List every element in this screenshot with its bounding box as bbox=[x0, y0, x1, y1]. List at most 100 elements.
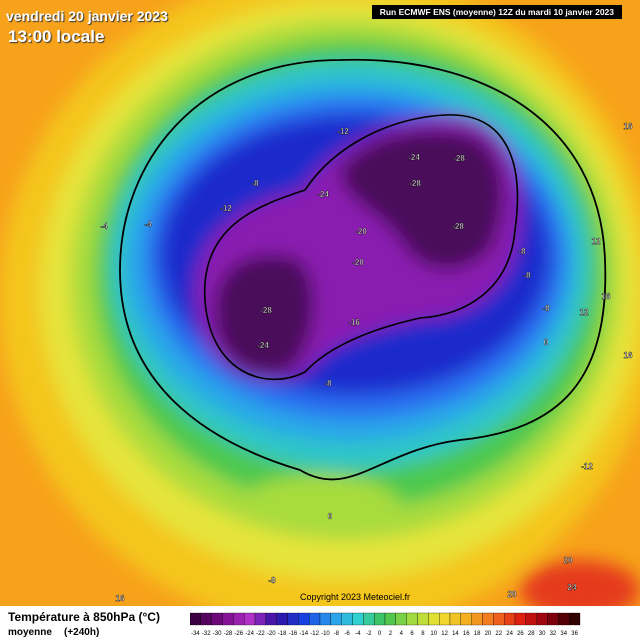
contour-label: -24 bbox=[408, 153, 420, 162]
colorbar-cell bbox=[309, 612, 321, 626]
colorbar-tick: -16 bbox=[289, 631, 298, 637]
colorbar-tick: -28 bbox=[224, 631, 233, 637]
colorbar-tick: 26 bbox=[517, 631, 524, 637]
colorbar-tick: 16 bbox=[463, 631, 470, 637]
contour-label: -4 bbox=[100, 222, 108, 231]
colorbar-cell bbox=[200, 612, 212, 626]
contour-label: -28 bbox=[452, 222, 464, 231]
colorbar-tick: 22 bbox=[495, 631, 502, 637]
contour-label: -8 bbox=[324, 379, 332, 388]
contour-label: -20 bbox=[355, 227, 367, 236]
contour-label: 16 bbox=[116, 594, 125, 603]
colorbar-cell bbox=[504, 612, 516, 626]
colorbar-cell bbox=[471, 612, 483, 626]
colorbar-cell bbox=[547, 612, 559, 626]
colorbar-tick: -18 bbox=[278, 631, 287, 637]
colorbar-tick: -10 bbox=[321, 631, 330, 637]
colorbar-cell bbox=[352, 612, 364, 626]
colorbar-cell bbox=[439, 612, 451, 626]
contour-label: -24 bbox=[317, 190, 329, 199]
colorbar-cell bbox=[254, 612, 266, 626]
colorbar-tick: -34 bbox=[191, 631, 200, 637]
colorbar-cell bbox=[265, 612, 277, 626]
colorbar-cell bbox=[569, 612, 581, 626]
temperature-map: -12 -8 -12 -4 -4 -24 -28 -28 -24 -20 -20 -28 -28 -24 -… bbox=[0, 0, 640, 606]
contour-label: 16 bbox=[602, 292, 611, 301]
colorbar-cell bbox=[298, 612, 310, 626]
contour-label: 20 bbox=[508, 590, 517, 599]
colorbar-tick: -4 bbox=[355, 631, 361, 637]
colorbar-tick: -6 bbox=[344, 631, 350, 637]
colorbar-tick: 8 bbox=[421, 631, 425, 637]
colorbar: -34 -32 -30 -28 -26 -24 -22 -20 -18 -16 -14 -12 -10-… bbox=[190, 612, 581, 637]
colorbar-cell bbox=[341, 612, 353, 626]
colorbar-tick: 20 bbox=[485, 631, 492, 637]
colorbar-cell bbox=[222, 612, 234, 626]
forecast-time: 13:00 locale bbox=[8, 27, 105, 46]
copyright: Copyright 2023 Meteociel.fr bbox=[300, 592, 410, 602]
colorbar-cell bbox=[330, 612, 342, 626]
colorbar-tick: 30 bbox=[539, 631, 546, 637]
contour-label: -4 bbox=[144, 220, 152, 229]
run-info: Run ECMWF ENS (moyenne) 12Z du mardi 10 … bbox=[371, 5, 622, 19]
colorbar-cell bbox=[460, 612, 472, 626]
colorbar-tick: -26 bbox=[234, 631, 243, 637]
contour-label: 0 bbox=[544, 338, 549, 347]
colorbar-tick: 32 bbox=[550, 631, 557, 637]
colorbar-cell bbox=[514, 612, 526, 626]
colorbar-cell bbox=[406, 612, 418, 626]
colorbar-cell bbox=[428, 612, 440, 626]
colorbar-tick: 0 bbox=[378, 631, 382, 637]
colorbar-cell bbox=[211, 612, 223, 626]
contour-label: -12 bbox=[581, 462, 593, 471]
contour-label: 12 bbox=[592, 237, 601, 246]
colorbar-tick: 10 bbox=[430, 631, 437, 637]
contour-label: -8 bbox=[542, 304, 550, 313]
contour-label: 16 bbox=[624, 122, 633, 131]
colorbar-tick: 28 bbox=[528, 631, 535, 637]
colorbar-cell bbox=[482, 612, 494, 626]
colorbar-tick: -22 bbox=[256, 631, 265, 637]
legend: Température à 850hPa (°C) moyenne (+240h… bbox=[0, 606, 640, 640]
colorbar-tick: 2 bbox=[389, 631, 393, 637]
colorbar-cell bbox=[287, 612, 299, 626]
forecast-date: vendredi 20 janvier 2023 bbox=[6, 8, 168, 24]
legend-lead: (+240h) bbox=[64, 627, 100, 638]
contour-label: -8 bbox=[518, 247, 526, 256]
colorbar-tick: 12 bbox=[441, 631, 448, 637]
colorbar-cell bbox=[363, 612, 375, 626]
contour-label: -28 bbox=[260, 306, 272, 315]
colorbar-tick: -30 bbox=[213, 631, 222, 637]
colorbar-tick: -14 bbox=[299, 631, 308, 637]
colorbar-tick: -8 bbox=[334, 631, 340, 637]
contour-label: 24 bbox=[568, 583, 577, 592]
contour-label: 0 bbox=[328, 512, 333, 521]
colorbar-tick: -20 bbox=[267, 631, 276, 637]
colorbar-tick: 18 bbox=[474, 631, 481, 637]
colorbar-tick: -24 bbox=[245, 631, 254, 637]
colorbar-cell bbox=[395, 612, 407, 626]
colorbar-tick: -32 bbox=[202, 631, 211, 637]
colorbar-cell bbox=[384, 612, 396, 626]
contour-label: -12 bbox=[337, 127, 349, 136]
contour-label: -8 bbox=[268, 576, 276, 585]
legend-subtitle: moyenne bbox=[8, 627, 52, 638]
contour-label: 20 bbox=[564, 556, 573, 565]
colorbar-cell bbox=[525, 612, 537, 626]
contour-label: 12 bbox=[580, 308, 589, 317]
colorbar-cell bbox=[276, 612, 288, 626]
colorbar-cell bbox=[374, 612, 386, 626]
contour-label: -20 bbox=[352, 258, 364, 267]
colorbar-cell bbox=[449, 612, 461, 626]
contour-label: -8 bbox=[523, 271, 531, 280]
colorbar-cell bbox=[244, 612, 256, 626]
colorbar-cell bbox=[536, 612, 548, 626]
colorbar-cell bbox=[190, 612, 201, 626]
colorbar-cell bbox=[493, 612, 505, 626]
colorbar-tick: -2 bbox=[366, 631, 372, 637]
contour-label: -12 bbox=[220, 204, 232, 213]
contour-label: -16 bbox=[348, 318, 360, 327]
contour-label: -8 bbox=[251, 179, 259, 188]
colorbar-tick: -12 bbox=[310, 631, 319, 637]
